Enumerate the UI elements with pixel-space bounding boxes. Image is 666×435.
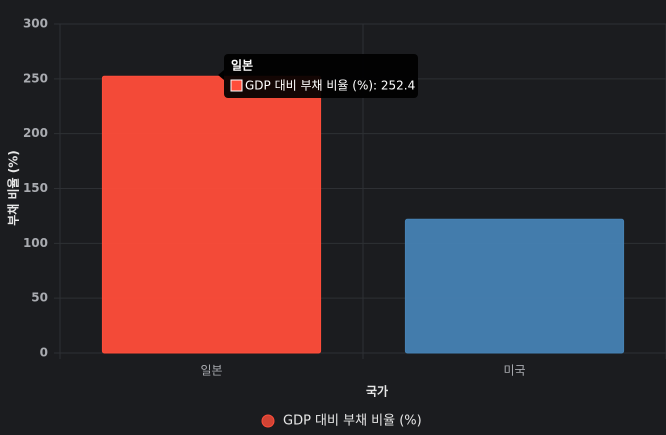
tooltip-label: GDP 대비 부채 비율 (%): 252.4: [245, 79, 415, 93]
tooltip-title: 일본: [231, 59, 253, 73]
y-tick-label: 0: [40, 346, 48, 360]
x-tick-label: 일본: [200, 364, 222, 378]
y-tick-label: 150: [23, 181, 48, 195]
tooltip-box: [224, 54, 418, 98]
y-tick-label: 200: [23, 126, 48, 140]
x-tick-label: 미국: [503, 364, 525, 378]
y-tick-label: 250: [23, 71, 48, 85]
y-tick-label: 50: [31, 291, 48, 305]
tooltip-caret: [218, 70, 224, 80]
y-axis-label: 부채 비율 (%): [6, 150, 21, 226]
bar: [101, 75, 322, 354]
y-tick-label: 100: [23, 236, 48, 250]
y-tick-label: 300: [23, 17, 48, 31]
x-axis-label: 국가: [366, 384, 388, 399]
tooltip-swatch: [230, 79, 243, 92]
bar: [404, 218, 625, 354]
legend-label: GDP 대비 부채 비율 (%): [283, 414, 422, 429]
legend-marker: [261, 414, 275, 428]
tooltip: 일본 GDP 대비 부채 비율 (%): 252.4: [218, 54, 418, 98]
